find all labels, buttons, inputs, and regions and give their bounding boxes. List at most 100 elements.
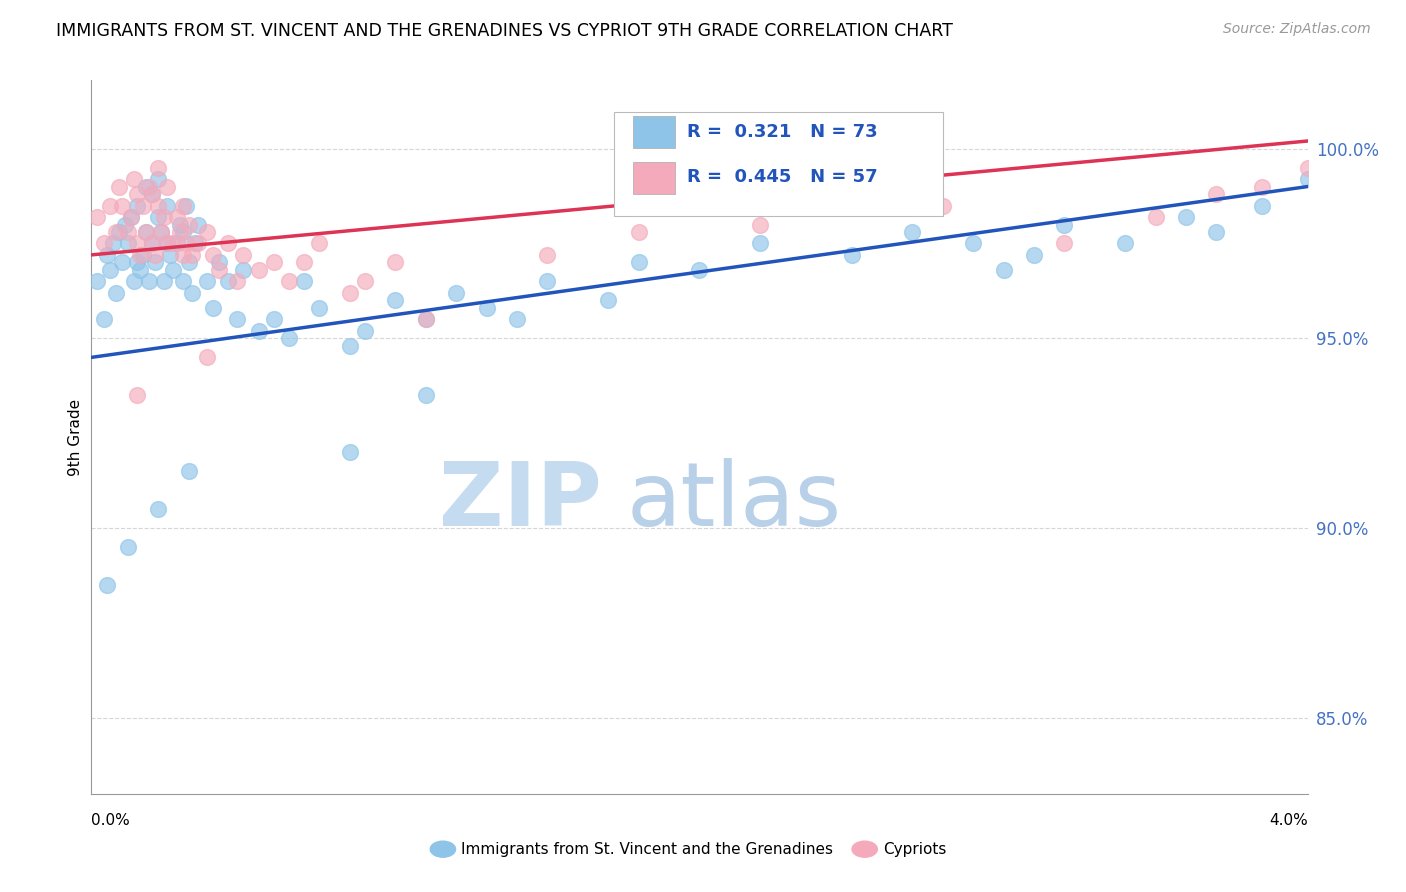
Point bbox=[111, 198, 134, 212]
Point bbox=[138, 179, 160, 194]
Point bbox=[86, 210, 108, 224]
Point bbox=[98, 263, 121, 277]
Text: IMMIGRANTS FROM ST. VINCENT AND THE GRENADINES VS CYPRIOT 9TH GRADE CORRELATION : IMMIGRANTS FROM ST. VINCENT AND THE GREN… bbox=[56, 22, 953, 40]
Point bbox=[141, 236, 163, 251]
Point bbox=[749, 236, 772, 251]
Point bbox=[1251, 179, 1274, 194]
Point bbox=[101, 236, 124, 251]
Point bbox=[135, 225, 157, 239]
Point bbox=[232, 248, 254, 262]
Point bbox=[226, 275, 249, 289]
Y-axis label: 9th Grade: 9th Grade bbox=[67, 399, 83, 475]
Point bbox=[96, 248, 118, 262]
Point bbox=[292, 255, 315, 269]
Point bbox=[195, 275, 218, 289]
Point bbox=[1296, 172, 1319, 186]
Point bbox=[172, 225, 194, 239]
Point bbox=[153, 210, 176, 224]
Point bbox=[114, 218, 136, 232]
Point bbox=[749, 218, 772, 232]
Point bbox=[122, 275, 145, 289]
Point bbox=[125, 388, 148, 402]
Point bbox=[148, 198, 170, 212]
Point bbox=[217, 275, 239, 289]
Point bbox=[598, 293, 620, 308]
Point bbox=[177, 218, 200, 232]
Point bbox=[232, 263, 254, 277]
Point bbox=[156, 236, 179, 251]
Point bbox=[141, 187, 163, 202]
Point bbox=[125, 187, 148, 202]
Point bbox=[150, 225, 173, 239]
Point bbox=[148, 210, 170, 224]
Point bbox=[172, 275, 194, 289]
Point bbox=[195, 351, 218, 365]
Point bbox=[166, 236, 188, 251]
Point bbox=[475, 301, 498, 315]
Text: ZIP: ZIP bbox=[440, 458, 602, 545]
Point bbox=[96, 578, 118, 592]
Point bbox=[166, 210, 188, 224]
Point bbox=[1053, 236, 1076, 251]
Point bbox=[226, 312, 249, 326]
Point bbox=[247, 263, 270, 277]
Point bbox=[339, 445, 361, 459]
Point bbox=[217, 236, 239, 251]
Point bbox=[104, 225, 127, 239]
Point bbox=[195, 225, 218, 239]
Point bbox=[263, 312, 285, 326]
Point bbox=[132, 248, 155, 262]
Point bbox=[111, 255, 134, 269]
Text: R =  0.321   N = 73: R = 0.321 N = 73 bbox=[688, 123, 877, 141]
Point bbox=[125, 255, 148, 269]
Point bbox=[202, 301, 225, 315]
Point bbox=[180, 285, 202, 300]
Point bbox=[156, 236, 179, 251]
Point bbox=[1114, 236, 1136, 251]
Point bbox=[135, 225, 157, 239]
Point bbox=[107, 225, 129, 239]
Text: Source: ZipAtlas.com: Source: ZipAtlas.com bbox=[1223, 22, 1371, 37]
Point bbox=[93, 236, 115, 251]
Point bbox=[1144, 210, 1167, 224]
Point bbox=[143, 248, 166, 262]
Point bbox=[150, 225, 173, 239]
Point bbox=[1296, 161, 1319, 175]
Text: Cypriots: Cypriots bbox=[883, 842, 946, 856]
Point bbox=[174, 236, 197, 251]
Point bbox=[148, 502, 170, 516]
Point bbox=[156, 179, 179, 194]
Point bbox=[169, 225, 191, 239]
Point bbox=[162, 236, 184, 251]
Point bbox=[1205, 225, 1227, 239]
Point bbox=[117, 540, 139, 554]
Point bbox=[901, 225, 924, 239]
Point bbox=[184, 236, 207, 251]
Point bbox=[104, 285, 127, 300]
Point bbox=[169, 218, 191, 232]
Point bbox=[627, 255, 650, 269]
Text: 4.0%: 4.0% bbox=[1268, 813, 1308, 828]
Point bbox=[172, 248, 194, 262]
Point bbox=[187, 236, 209, 251]
Point bbox=[208, 263, 231, 277]
Point bbox=[153, 275, 176, 289]
FancyBboxPatch shape bbox=[633, 116, 675, 148]
FancyBboxPatch shape bbox=[633, 162, 675, 194]
Point bbox=[174, 198, 197, 212]
Point bbox=[107, 179, 129, 194]
Point bbox=[415, 312, 437, 326]
Point bbox=[208, 255, 231, 269]
Text: 0.0%: 0.0% bbox=[91, 813, 131, 828]
Point bbox=[187, 218, 209, 232]
Point bbox=[506, 312, 529, 326]
Point bbox=[172, 198, 194, 212]
Point bbox=[415, 312, 437, 326]
Point bbox=[132, 198, 155, 212]
Point bbox=[444, 285, 467, 300]
Point bbox=[117, 225, 139, 239]
Point bbox=[156, 198, 179, 212]
Point bbox=[263, 255, 285, 269]
Point bbox=[1175, 210, 1198, 224]
Point bbox=[125, 236, 148, 251]
